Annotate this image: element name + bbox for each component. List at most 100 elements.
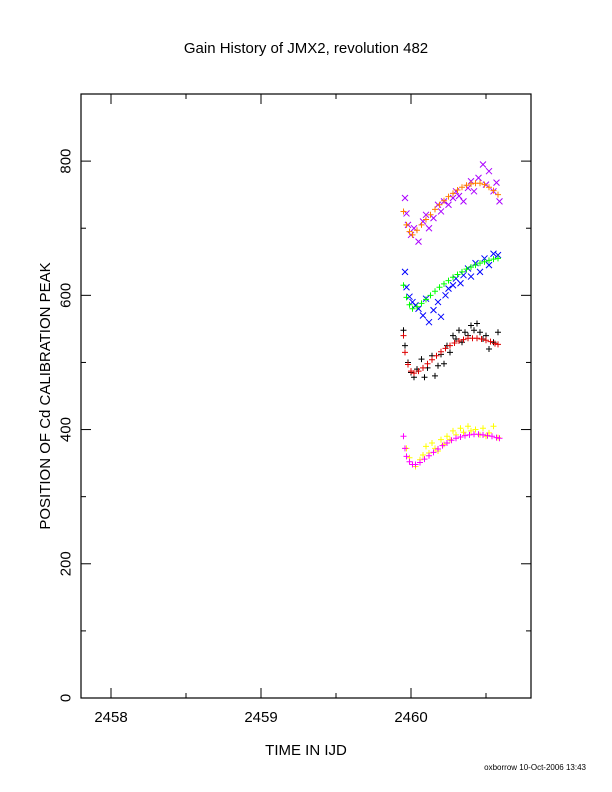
data-point bbox=[415, 368, 422, 375]
series-7 bbox=[400, 431, 503, 468]
data-point bbox=[419, 312, 427, 319]
data-point bbox=[423, 296, 429, 303]
data-point bbox=[400, 327, 407, 334]
data-point bbox=[460, 429, 467, 436]
data-point bbox=[481, 181, 488, 188]
data-point bbox=[492, 340, 498, 347]
data-point bbox=[486, 346, 492, 353]
data-point bbox=[409, 305, 416, 312]
data-point bbox=[430, 306, 437, 314]
data-point bbox=[460, 336, 467, 343]
data-point bbox=[471, 327, 477, 334]
data-point bbox=[453, 435, 459, 442]
data-point bbox=[439, 442, 446, 449]
data-point bbox=[441, 280, 447, 287]
data-point bbox=[451, 339, 458, 346]
data-point bbox=[427, 211, 434, 218]
data-point bbox=[493, 179, 500, 186]
data-point bbox=[421, 456, 428, 463]
data-point bbox=[457, 433, 464, 440]
data-point bbox=[438, 348, 444, 355]
data-point bbox=[486, 429, 492, 436]
data-point bbox=[429, 439, 435, 446]
data-point bbox=[400, 433, 407, 440]
data-point bbox=[423, 216, 429, 223]
data-point bbox=[406, 293, 413, 301]
data-point bbox=[445, 193, 452, 200]
data-point bbox=[468, 264, 474, 271]
data-point bbox=[477, 180, 483, 187]
data-point bbox=[457, 425, 464, 432]
data-point bbox=[418, 356, 425, 363]
data-point bbox=[484, 432, 491, 439]
data-point bbox=[437, 208, 445, 215]
data-point bbox=[462, 329, 468, 336]
data-point bbox=[493, 434, 500, 441]
data-point bbox=[449, 194, 457, 202]
x-tick-label: 2458 bbox=[94, 709, 127, 726]
data-point bbox=[409, 231, 416, 238]
data-point bbox=[418, 300, 425, 307]
data-point bbox=[480, 431, 486, 438]
chart-title: Gain History of JMX2, revolution 482 bbox=[184, 40, 428, 57]
data-point bbox=[420, 452, 426, 459]
data-point bbox=[406, 228, 413, 235]
data-point bbox=[476, 268, 484, 276]
y-tick-label: 800 bbox=[58, 149, 75, 174]
data-point bbox=[494, 251, 502, 259]
y-tick-label: 600 bbox=[58, 283, 75, 308]
data-point bbox=[460, 198, 467, 205]
data-point bbox=[422, 211, 430, 219]
data-point bbox=[442, 291, 449, 299]
data-point bbox=[412, 461, 419, 468]
data-point bbox=[495, 341, 501, 348]
data-point bbox=[450, 427, 456, 434]
data-point bbox=[480, 425, 486, 432]
data-point bbox=[486, 184, 492, 191]
data-point bbox=[483, 433, 489, 440]
x-tick-label: 2460 bbox=[394, 709, 427, 726]
data-point bbox=[434, 298, 442, 306]
data-point bbox=[459, 268, 465, 275]
data-point bbox=[481, 258, 488, 265]
data-point bbox=[405, 361, 411, 368]
y-tick-labels: 0 200 400 600 800 bbox=[58, 149, 75, 703]
data-point bbox=[490, 187, 497, 194]
data-point bbox=[441, 441, 447, 448]
data-point bbox=[475, 174, 482, 182]
data-point bbox=[406, 301, 413, 308]
x-tick-labels: 2458 2459 2460 bbox=[94, 709, 427, 726]
axis-ticks bbox=[81, 93, 531, 699]
data-point bbox=[445, 277, 452, 284]
data-point bbox=[457, 279, 464, 287]
data-point bbox=[470, 187, 478, 195]
data-point bbox=[432, 206, 438, 213]
data-point bbox=[455, 192, 463, 200]
series-4 bbox=[400, 320, 501, 381]
data-point bbox=[495, 329, 501, 336]
data-point bbox=[495, 191, 501, 198]
data-point bbox=[442, 345, 449, 352]
data-point bbox=[485, 167, 493, 175]
data-point bbox=[411, 370, 417, 377]
data-point bbox=[483, 337, 489, 344]
data-point bbox=[465, 423, 471, 430]
data-point bbox=[403, 221, 410, 228]
data-point bbox=[463, 182, 470, 189]
x-tick-label: 2459 bbox=[244, 709, 277, 726]
data-point bbox=[400, 282, 407, 289]
data-point bbox=[425, 224, 433, 232]
data-series bbox=[400, 161, 503, 470]
y-tick-label: 400 bbox=[58, 417, 75, 442]
data-point bbox=[472, 262, 479, 269]
data-point bbox=[495, 255, 501, 262]
data-point bbox=[441, 197, 447, 204]
y-tick-label: 200 bbox=[58, 551, 75, 576]
series-1 bbox=[400, 180, 501, 238]
data-point bbox=[444, 439, 450, 446]
data-point bbox=[466, 431, 473, 438]
data-point bbox=[472, 426, 479, 433]
data-point bbox=[417, 459, 423, 466]
data-point bbox=[418, 221, 425, 228]
data-point bbox=[432, 372, 438, 379]
